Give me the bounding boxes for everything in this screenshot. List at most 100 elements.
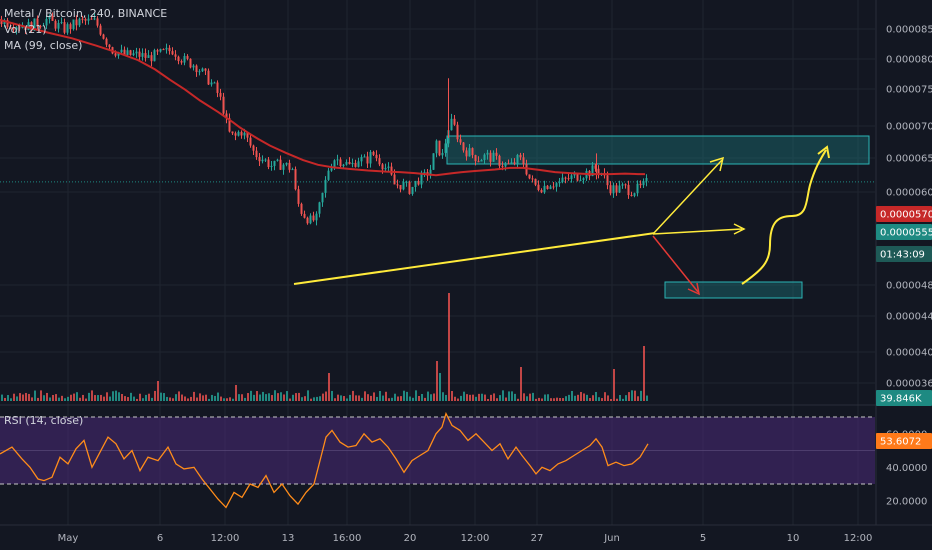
- candle-body: [429, 169, 432, 176]
- symbol-title[interactable]: Metal / Bitcoin, 240, BINANCE: [4, 7, 168, 20]
- volume-bar: [61, 395, 63, 401]
- volume-bar: [28, 393, 30, 401]
- volume-bar: [277, 393, 279, 401]
- candle-body: [207, 70, 210, 85]
- zone-boxes: [446, 135, 870, 299]
- rsi-14-line: [0, 411, 649, 509]
- support-zone-box: [664, 281, 803, 299]
- volume-bar: [412, 397, 414, 401]
- volume-bar: [535, 398, 537, 401]
- volume-bar: [142, 398, 144, 401]
- volume-bar: [379, 391, 381, 401]
- candle-body: [348, 161, 351, 165]
- vol-label[interactable]: Vol (21): [4, 23, 47, 36]
- time-tick-label: 12:00: [461, 533, 490, 544]
- countdown-tag-bg: [876, 246, 932, 262]
- volume-bar: [406, 391, 408, 401]
- candle-body: [480, 159, 483, 162]
- candle-body: [492, 152, 495, 162]
- candle-body: [372, 151, 375, 155]
- volume-bar: [463, 391, 465, 401]
- volume-bar: [178, 391, 180, 401]
- volume-bar: [250, 390, 252, 401]
- volume-bar: [634, 390, 636, 401]
- candle-body: [324, 179, 327, 193]
- candle-body: [294, 169, 297, 190]
- volume-bar: [532, 392, 534, 401]
- candle-body: [432, 153, 435, 170]
- candle-body: [330, 168, 333, 171]
- rsi-value-tag-bg: [876, 433, 932, 449]
- candle-body: [570, 175, 573, 180]
- candle-body: [252, 145, 255, 151]
- volume-bar: [163, 393, 165, 401]
- volume-bar: [109, 396, 111, 401]
- volume-bar: [628, 392, 630, 401]
- volume-bar: [643, 346, 645, 401]
- candle-body: [438, 140, 441, 156]
- candle-body: [141, 53, 144, 57]
- candle-body: [363, 156, 366, 158]
- volume-bar: [562, 398, 564, 401]
- time-axis[interactable]: May 6 12:00 13 16:00 20 12:00 27 Jun 5 10 12:00: [0, 524, 932, 550]
- candle-body: [0, 19, 3, 25]
- candle-body: [51, 16, 54, 21]
- bearish-arrowhead: [687, 282, 700, 296]
- candle-body: [321, 192, 324, 203]
- countdown-tag: 01:43:09: [880, 250, 925, 261]
- candle-body: [180, 61, 183, 63]
- candle-body: [501, 165, 504, 167]
- candle-body: [525, 164, 528, 175]
- candle-body: [549, 186, 552, 189]
- candle-body: [384, 167, 387, 170]
- candle-body: [633, 193, 636, 196]
- volume-bar: [112, 391, 114, 401]
- volume-bar: [253, 394, 255, 401]
- candle-body: [42, 25, 45, 27]
- candle-body: [102, 34, 105, 39]
- candle-body: [507, 163, 510, 165]
- volume-bar: [640, 390, 642, 401]
- volume-bar: [91, 390, 93, 401]
- time-tick-label: May: [58, 533, 79, 544]
- candle-body: [357, 161, 360, 167]
- ma-label[interactable]: MA (99, close): [4, 39, 83, 52]
- candle-body: [228, 118, 231, 132]
- candle-body: [33, 18, 36, 31]
- volume-bar: [19, 393, 21, 401]
- candle-body: [105, 38, 108, 45]
- candle-body: [642, 181, 645, 186]
- candle-body: [342, 164, 345, 167]
- rsi-legend[interactable]: RSI (14, close): [4, 414, 84, 427]
- volume-bar: [115, 390, 117, 401]
- candle-body: [558, 181, 561, 184]
- candle-body: [6, 20, 9, 27]
- volume-bar: [169, 397, 171, 401]
- volume-bar: [538, 397, 540, 401]
- volume-bar: [550, 398, 552, 401]
- volume-bar: [487, 398, 489, 401]
- volume-bar: [559, 397, 561, 401]
- resistance-zone-box: [446, 135, 870, 165]
- volume-bar: [271, 395, 273, 401]
- candle-body: [114, 53, 117, 56]
- volume-bar: [616, 398, 618, 401]
- volume-bar: [130, 392, 132, 401]
- candle-body: [510, 162, 513, 164]
- candle-body: [186, 55, 189, 59]
- volume-bar: [331, 390, 333, 401]
- candle-body: [393, 174, 396, 185]
- candle-body: [339, 159, 342, 167]
- candle-body: [555, 183, 558, 187]
- volume-bar: [340, 395, 342, 401]
- volume-bar: [4, 397, 6, 401]
- volume-bar: [322, 393, 324, 401]
- volume-bar: [256, 391, 258, 401]
- volume-bar: [415, 390, 417, 401]
- volume-bar: [343, 396, 345, 401]
- volume-bar: [166, 396, 168, 401]
- candle-body: [573, 173, 576, 176]
- volume-bar: [127, 397, 129, 401]
